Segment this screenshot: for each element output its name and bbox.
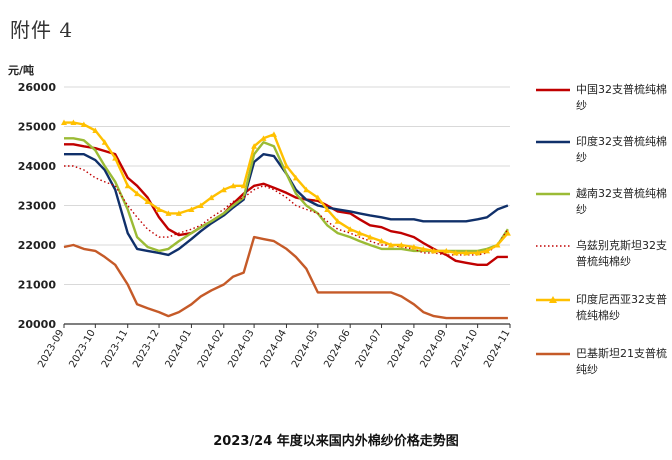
series-point [112, 155, 119, 161]
series-point [356, 230, 363, 236]
x-tick-label: 2023-09 [36, 328, 66, 370]
series-point [303, 186, 310, 193]
legend-swatch [536, 192, 570, 196]
y-tick-label: 20000 [18, 318, 57, 331]
series-point [156, 206, 163, 212]
legend-label: 印度尼西亚32支普梳纯棉纱 [576, 293, 667, 322]
legend-swatch [536, 245, 570, 247]
series-point [70, 119, 77, 126]
series-point [452, 249, 459, 256]
y-tick-label: 22000 [18, 239, 57, 252]
series-point [270, 131, 277, 137]
legend-label: 印度32支普梳纯棉纱 [576, 135, 667, 164]
page-title: 附件 4 [10, 18, 74, 42]
series-point [188, 206, 195, 212]
y-tick-label: 24000 [18, 160, 57, 173]
series-point [494, 242, 501, 248]
series-point [504, 230, 511, 236]
grid-layer [64, 86, 510, 285]
series-point [463, 249, 470, 256]
series-point [220, 186, 227, 193]
y-tick-label: 21000 [18, 279, 57, 292]
series-line-3 [64, 137, 509, 253]
series-point [240, 182, 247, 189]
series-point [124, 182, 131, 189]
series-point [474, 249, 481, 256]
x-tick-label: 2024-07 [354, 328, 384, 370]
series-point [175, 210, 182, 216]
y-tick-label: 26000 [18, 81, 57, 94]
series-point [443, 247, 450, 254]
x-tick-label: 2023-11 [100, 328, 130, 370]
legend-label: 越南32支普梳纯棉纱 [576, 187, 667, 216]
x-tick-label: 2024-08 [386, 328, 416, 370]
series-layer [61, 119, 511, 320]
series-point [283, 163, 290, 169]
y-axis-unit: 元/吨 [8, 63, 34, 77]
series-point [420, 245, 427, 252]
series-point [101, 139, 108, 145]
axis-layer: 20000 21000 22000 23000 24000 25000 26000 2023-… [18, 81, 513, 370]
series-line-6 [63, 235, 508, 320]
legend-swatch [536, 352, 570, 356]
legend-label: 中国32支普梳纯棉纱 [576, 83, 667, 112]
series-point [134, 190, 141, 197]
x-tick-label: 2024-09 [418, 328, 448, 370]
chart-caption: 2023/24 年度以来国内外棉纱价格走势图 [213, 434, 459, 449]
series-point [387, 242, 394, 248]
series-line-5 [64, 121, 509, 255]
series-point [334, 218, 341, 224]
x-tick-label: 2024-06 [322, 328, 352, 370]
series-point [324, 206, 331, 212]
x-tick-label: 2023-12 [131, 328, 161, 370]
series-point [208, 194, 215, 201]
x-tick-label: 2024-11 [482, 328, 512, 370]
series-point [410, 243, 417, 250]
price-chart: 元/吨 200002100022000230002400025000260002… [8, 63, 513, 370]
x-tick-label: 2024-04 [259, 328, 289, 370]
x-tick-label: 2024-01 [164, 328, 194, 370]
legend-swatch [536, 296, 570, 303]
legend-label: 乌兹别克斯坦32支普梳纯棉纱 [576, 239, 667, 268]
series-point [260, 135, 267, 141]
series-point [165, 210, 172, 216]
series-point [230, 182, 237, 189]
x-tick-label: 2024-02 [196, 328, 226, 370]
series-point [347, 226, 354, 232]
legend-swatch [536, 140, 570, 144]
series-point [292, 174, 299, 181]
series-point [484, 247, 491, 254]
series-point [92, 127, 99, 133]
series-point [314, 194, 321, 201]
legend-swatch [536, 88, 570, 92]
series-point [430, 247, 437, 254]
series-point [197, 202, 204, 208]
series-point [378, 238, 385, 244]
series-point [251, 143, 258, 149]
y-tick-label: 25000 [18, 121, 57, 134]
series-point [367, 234, 374, 240]
legend-label: 巴基斯坦21支普梳纯纱 [576, 347, 667, 376]
series-point [61, 119, 67, 126]
series-point [398, 242, 405, 248]
y-tick-label: 23000 [18, 200, 57, 213]
series-line-2 [64, 152, 509, 257]
legend-swatch-marker [549, 296, 557, 303]
x-tick-label: 2023-10 [68, 328, 98, 370]
x-tick-label: 2024-05 [290, 328, 320, 370]
series-line-4 [64, 165, 509, 256]
x-tick-label: 2024-03 [226, 328, 256, 370]
series-point [144, 198, 151, 205]
x-tick-label: 2024-10 [450, 328, 480, 370]
series-point [80, 121, 87, 128]
